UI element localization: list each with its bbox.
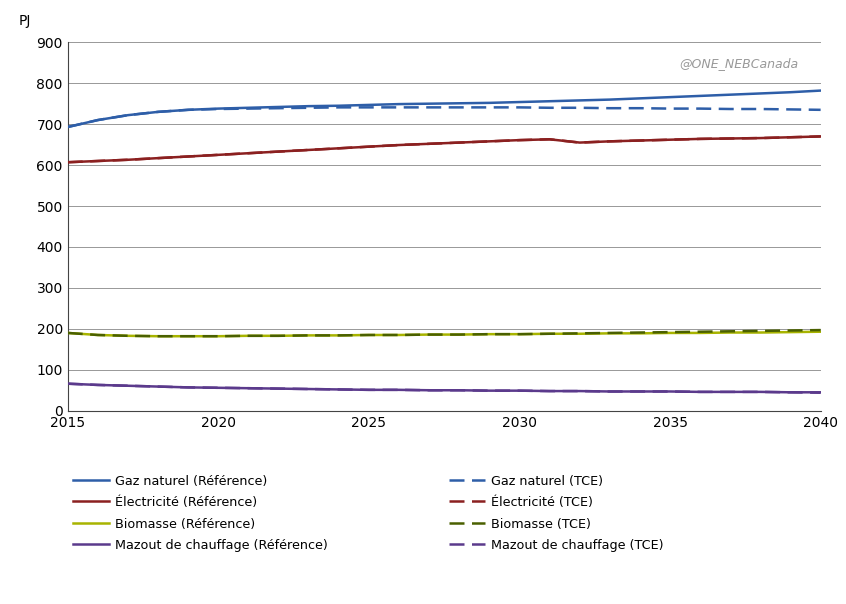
Text: @ONE_NEBCanada: @ONE_NEBCanada [678,57,798,70]
Legend: Gaz naturel (TCE), Électricité (TCE), Biomasse (TCE), Mazout de chauffage (TCE): Gaz naturel (TCE), Électricité (TCE), Bi… [444,470,669,557]
Text: PJ: PJ [19,13,31,28]
